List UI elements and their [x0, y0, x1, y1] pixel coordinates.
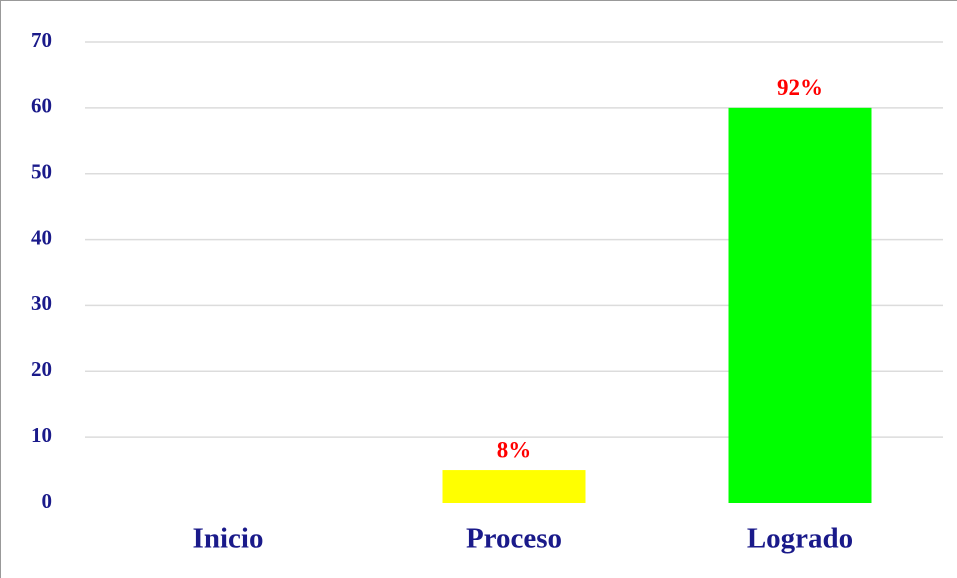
bar	[442, 470, 586, 503]
y-tick-label: 0	[42, 489, 53, 513]
y-tick-label: 50	[31, 160, 52, 184]
value-label: 92%	[777, 75, 823, 100]
x-tick-label: Inicio	[193, 523, 264, 555]
y-tick-label: 10	[31, 423, 52, 447]
value-label: 8%	[497, 437, 532, 462]
x-tick-label: Proceso	[466, 523, 562, 555]
y-tick-label: 70	[31, 28, 52, 52]
y-tick-label: 60	[31, 94, 52, 118]
y-tick-label: 40	[31, 225, 52, 249]
y-tick-label: 20	[31, 357, 52, 381]
x-tick-label: Logrado	[747, 523, 853, 555]
bar	[728, 107, 872, 503]
y-tick-label: 30	[31, 291, 52, 315]
